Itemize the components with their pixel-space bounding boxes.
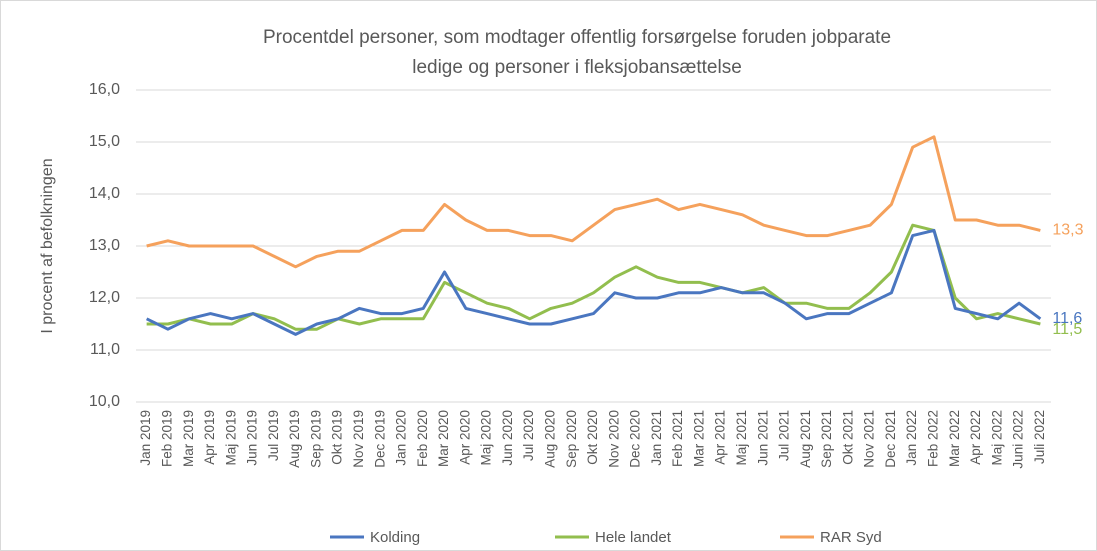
x-tick-label: Feb 2019	[159, 410, 174, 467]
x-tick-label: Jan 2019	[138, 410, 153, 466]
x-tick-label: Jul 2021	[777, 410, 792, 461]
x-tick-label: Nov 2019	[351, 410, 366, 468]
y-tick-label: 15,0	[89, 133, 120, 150]
chart-title: Procentdel personer, som modtager offent…	[263, 27, 891, 48]
legend-label: Kolding	[370, 529, 420, 546]
x-tick-label: Maj 2020	[479, 410, 494, 466]
x-tick-label: Feb 2022	[926, 410, 941, 467]
x-tick-label: Apr 2019	[202, 410, 217, 465]
x-tick-label: Jul 2019	[266, 410, 281, 461]
x-tick-label: Okt 2021	[840, 410, 855, 465]
x-tick-label: Maj 2021	[734, 410, 749, 466]
data-label: 11,5	[1052, 321, 1082, 338]
x-tick-label: Juni 2022	[1011, 410, 1026, 469]
y-tick-label: 13,0	[89, 237, 120, 254]
x-tick-label: Dec 2020	[628, 410, 643, 468]
x-tick-label: Apr 2020	[457, 410, 472, 465]
y-tick-label: 14,0	[89, 185, 120, 202]
x-tick-label: Aug 2020	[543, 410, 558, 468]
x-tick-label: Jun 2021	[755, 410, 770, 466]
x-tick-label: Feb 2020	[415, 410, 430, 467]
x-tick-label: Feb 2021	[670, 410, 685, 467]
chart-title: ledige og personer i fleksjobansættelse	[412, 57, 742, 78]
series-line	[145, 228, 1042, 336]
x-tick-label: Jan 2021	[649, 410, 664, 466]
x-tick-label: Jan 2020	[394, 410, 409, 466]
x-tick-label: Nov 2021	[862, 410, 877, 468]
x-tick-label: Dec 2021	[883, 410, 898, 468]
x-tick-label: Okt 2020	[585, 410, 600, 465]
x-tick-label: Sep 2021	[819, 410, 834, 468]
y-tick-label: 11,0	[90, 341, 120, 358]
x-tick-label: Jun 2020	[500, 410, 515, 466]
legend-label: Hele landet	[595, 529, 672, 546]
data-label: 13,3	[1052, 222, 1083, 239]
legend-label: RAR Syd	[820, 529, 882, 546]
x-tick-label: Sep 2020	[564, 410, 579, 468]
x-tick-label: Juli 2022	[1032, 410, 1047, 464]
series-line	[146, 135, 1041, 269]
x-tick-label: Maj 2022	[989, 410, 1004, 466]
x-tick-label: Jan 2022	[904, 410, 919, 466]
y-axis-title: I procent af befolkningen	[39, 158, 56, 333]
x-tick-label: Jul 2020	[521, 410, 536, 461]
x-tick-label: Apr 2022	[968, 410, 983, 465]
x-tick-label: Sep 2019	[308, 410, 323, 468]
x-tick-label: Mar 2020	[436, 410, 451, 467]
x-tick-label: Jun 2019	[245, 410, 260, 466]
x-tick-label: Nov 2020	[606, 410, 621, 468]
x-tick-label: Maj 2019	[223, 410, 238, 466]
x-tick-label: Mar 2021	[691, 410, 706, 467]
data-label: 11,6	[1052, 310, 1082, 327]
x-tick-label: Okt 2019	[330, 410, 345, 465]
y-tick-label: 10,0	[89, 393, 120, 410]
x-tick-label: Dec 2019	[372, 410, 387, 468]
x-tick-label: Mar 2022	[947, 410, 962, 467]
x-tick-label: Aug 2019	[287, 410, 302, 468]
x-tick-label: Aug 2021	[798, 410, 813, 468]
x-tick-label: Mar 2019	[181, 410, 196, 467]
x-tick-label: Apr 2021	[713, 410, 728, 465]
y-tick-label: 16,0	[89, 81, 120, 98]
y-tick-label: 12,0	[89, 289, 120, 306]
series-line	[146, 223, 1041, 331]
